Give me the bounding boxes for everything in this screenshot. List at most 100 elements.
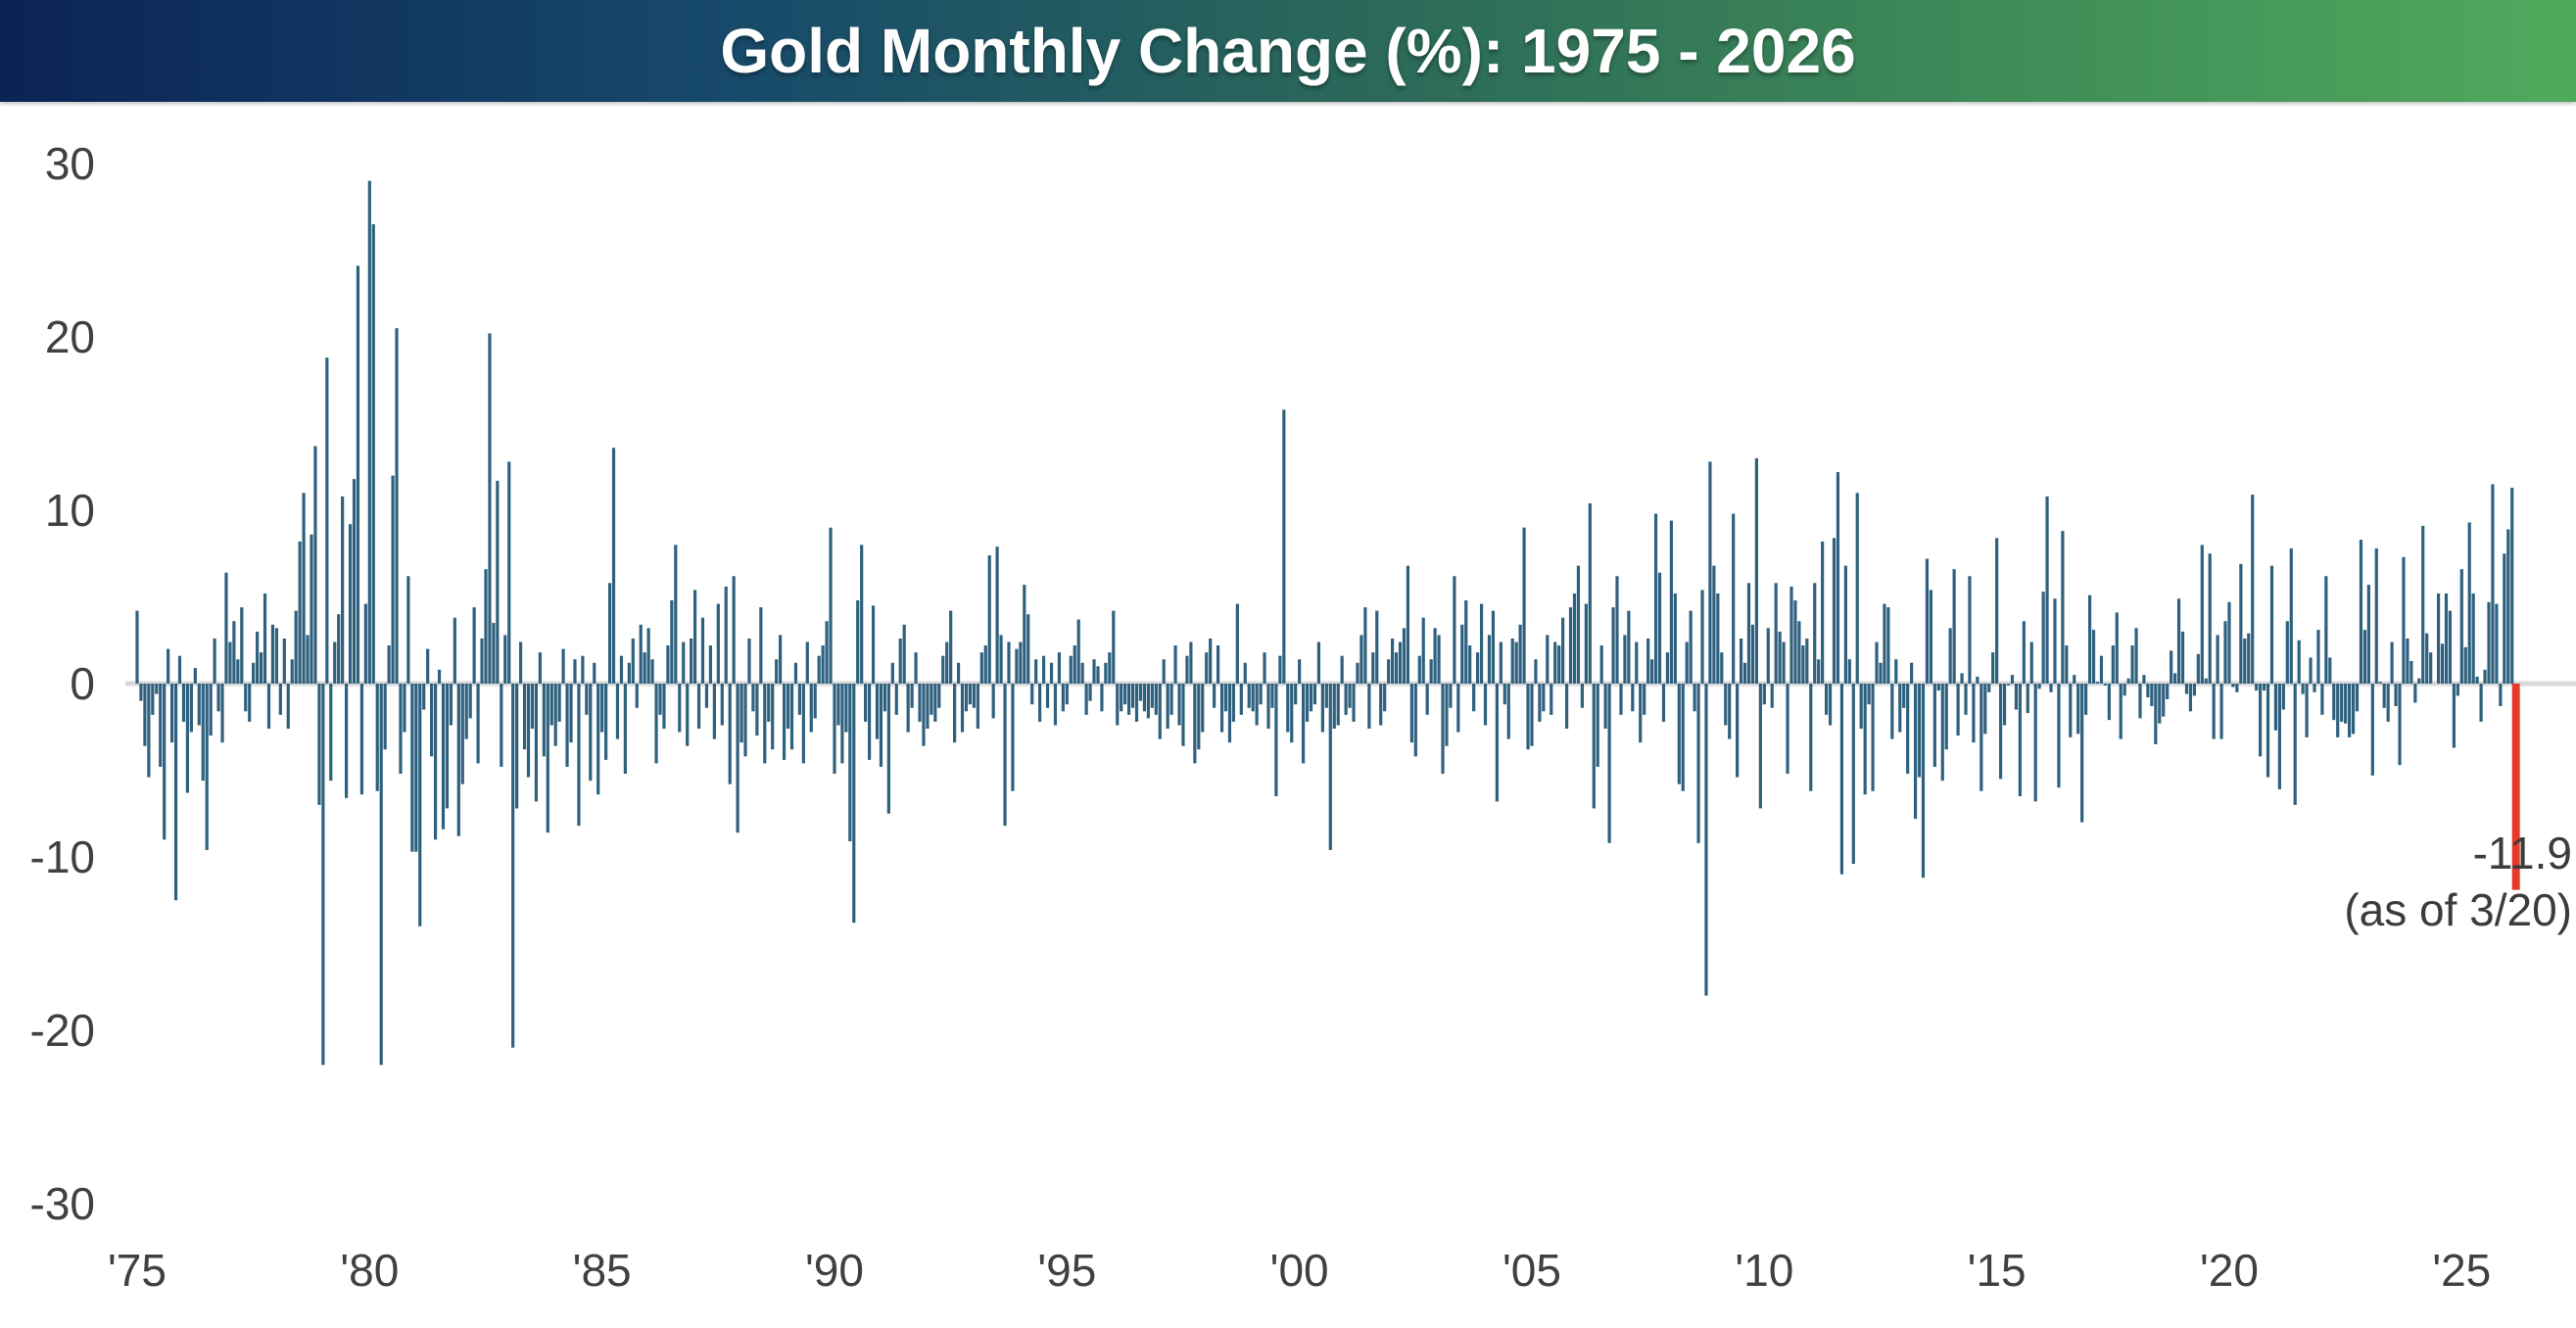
month-bar	[1879, 662, 1883, 684]
month-bar	[2394, 684, 2398, 707]
month-bar	[1011, 684, 1015, 791]
month-bar	[1138, 684, 1143, 701]
month-bar	[1328, 684, 1332, 850]
month-bar	[2180, 631, 2185, 684]
month-bar	[2103, 684, 2107, 686]
month-bar	[2316, 630, 2320, 684]
month-bar	[167, 648, 170, 684]
month-bar	[2247, 633, 2251, 684]
month-bar	[1964, 684, 1968, 715]
month-bar	[464, 684, 468, 739]
month-bar	[1371, 652, 1375, 684]
month-bar	[1758, 684, 1762, 809]
month-bar	[437, 669, 442, 684]
month-bar	[147, 684, 151, 778]
month-bar	[1433, 628, 1437, 684]
month-bar	[1766, 628, 1770, 684]
month-bar	[1627, 610, 1631, 684]
month-bar	[848, 684, 852, 842]
month-bar	[2212, 684, 2216, 739]
month-bar	[1742, 662, 1747, 684]
month-bar	[1851, 684, 1855, 865]
month-bar	[1940, 684, 1944, 782]
month-bar	[1076, 619, 1080, 684]
month-bar	[561, 648, 565, 684]
month-bar	[739, 684, 743, 743]
month-bar	[2146, 684, 2150, 698]
month-bar	[581, 655, 585, 684]
month-bar	[1793, 600, 1797, 684]
month-bar	[585, 684, 589, 715]
month-bar	[163, 684, 167, 840]
month-bar	[569, 684, 573, 743]
month-bar	[546, 684, 549, 833]
month-bar	[173, 684, 178, 901]
month-bar	[155, 684, 159, 694]
month-bar	[1689, 610, 1693, 684]
month-bar	[1657, 572, 1662, 684]
month-bar	[248, 684, 252, 722]
x-axis-tick-label: '25	[2432, 1245, 2491, 1296]
month-bar	[1778, 631, 1782, 684]
month-bar	[282, 638, 286, 684]
month-bar	[2154, 684, 2158, 744]
month-bar	[789, 684, 794, 750]
month-bar	[2425, 633, 2429, 684]
month-bar	[840, 684, 844, 764]
month-bar	[1805, 638, 1809, 684]
month-bar	[1417, 655, 1421, 684]
month-bar	[883, 684, 887, 712]
month-bar	[1708, 461, 1712, 684]
month-bar	[1449, 684, 1453, 708]
month-bar	[1266, 684, 1270, 730]
month-bar	[623, 684, 627, 775]
month-bar	[918, 684, 922, 722]
month-bar	[213, 638, 216, 684]
month-bar	[894, 684, 898, 715]
month-bar	[1746, 583, 1751, 684]
month-bar	[306, 635, 310, 684]
month-bar	[557, 684, 561, 722]
month-bar	[964, 684, 969, 712]
month-bar	[2413, 684, 2417, 703]
month-bar	[662, 684, 666, 730]
month-bar	[1750, 624, 1755, 684]
month-bar	[406, 576, 410, 684]
month-bar	[476, 684, 480, 764]
month-bar	[1646, 638, 1650, 684]
month-bar	[341, 496, 345, 684]
month-bar	[867, 684, 872, 760]
month-bar	[976, 684, 979, 730]
x-axis-tick-label: '15	[1968, 1245, 2027, 1296]
month-bar	[1712, 565, 1716, 684]
month-bar	[422, 684, 426, 710]
month-bar	[692, 590, 697, 684]
month-bar	[1158, 684, 1162, 739]
month-bar	[1510, 638, 1514, 684]
month-bar	[589, 684, 593, 782]
month-bar	[906, 684, 910, 733]
month-bar	[2324, 576, 2328, 684]
month-bar	[1460, 624, 1464, 684]
month-bar	[1189, 641, 1193, 684]
month-bar	[2259, 684, 2263, 757]
month-bar	[596, 684, 600, 795]
month-bar	[1631, 684, 1635, 712]
month-bar	[1762, 684, 1766, 705]
month-bar	[259, 652, 263, 684]
month-bar	[2262, 684, 2266, 691]
month-bar	[690, 638, 693, 684]
month-bar	[696, 684, 701, 730]
month-bar	[910, 684, 914, 708]
month-bar	[759, 607, 763, 684]
month-bar	[2479, 684, 2483, 722]
gold-monthly-change-chart: 30 20 10 0 -10 -20 -30 '75 '80 '85 '90 '95 '00 '05 '10…	[30, 138, 2576, 1296]
month-bar	[1340, 655, 1344, 684]
month-bar	[771, 684, 775, 750]
month-bar	[2022, 621, 2026, 684]
month-bar	[801, 684, 805, 764]
month-bar	[1813, 583, 1817, 684]
month-bar	[1231, 684, 1236, 722]
month-bar	[2374, 547, 2378, 684]
month-bar	[1704, 684, 1708, 996]
